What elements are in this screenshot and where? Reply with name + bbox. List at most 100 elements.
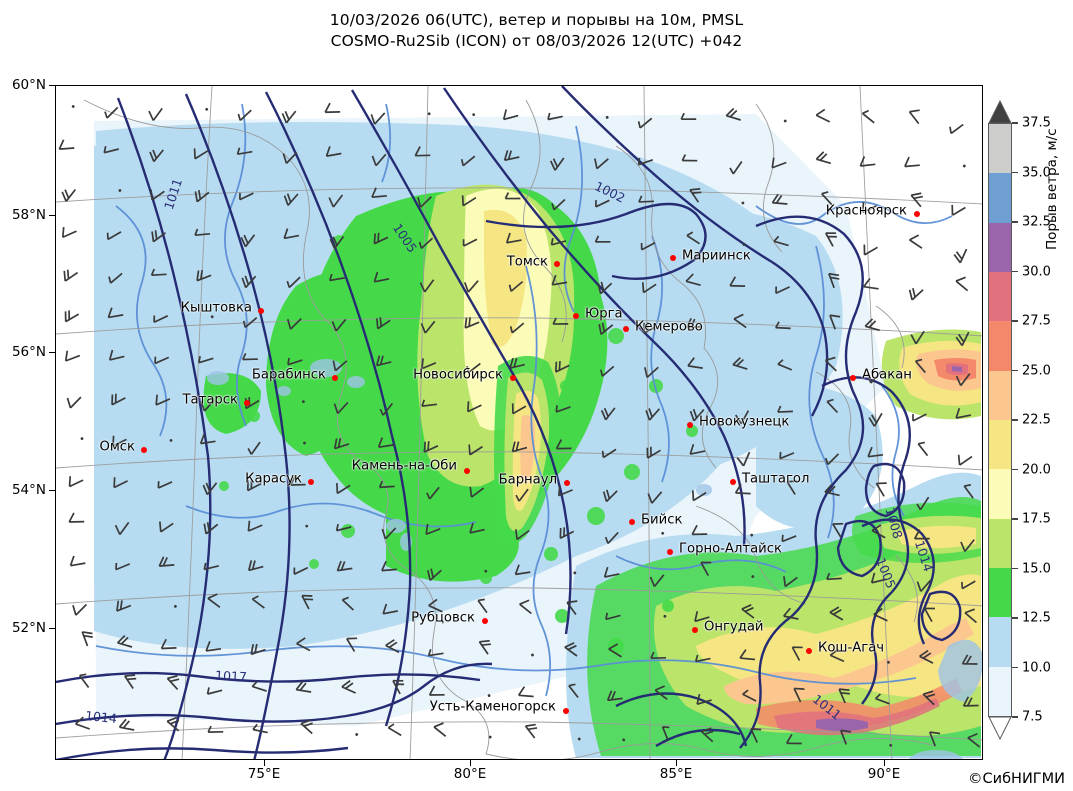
city-marker[interactable]	[914, 211, 920, 217]
wind-barb	[370, 112, 386, 125]
wind-barb	[960, 539, 975, 552]
wind-barb	[425, 523, 441, 536]
longitude-tick	[676, 760, 677, 766]
city-marker[interactable]	[510, 375, 516, 381]
city-marker[interactable]	[244, 400, 250, 406]
wind-barb	[736, 451, 751, 467]
wind-barb	[487, 694, 491, 697]
wind-barb	[246, 479, 262, 492]
gust-band-20	[484, 209, 527, 348]
wind-barb	[694, 654, 711, 663]
wind-barb	[577, 737, 581, 741]
city-marker[interactable]	[850, 375, 856, 381]
wind-barb	[511, 403, 527, 415]
wind-barb	[332, 360, 348, 372]
city-label: Новосибирск	[413, 367, 503, 383]
wind-barb	[239, 192, 254, 201]
wind-barb	[428, 685, 445, 696]
city-marker[interactable]	[308, 479, 314, 485]
wind-barb	[64, 350, 81, 362]
wind-barb	[382, 603, 399, 615]
wind-barb	[594, 158, 609, 170]
colorbar-tick-label: 15.0	[1022, 561, 1051, 576]
wind-barb	[783, 576, 798, 588]
wind-barb	[469, 522, 485, 534]
wind-barb	[478, 639, 491, 655]
wind-barb	[910, 192, 923, 208]
city-marker[interactable]	[563, 708, 569, 714]
wind-barb	[742, 689, 757, 702]
wind-barb	[689, 408, 705, 422]
city-label: Абакан	[862, 367, 912, 383]
wind-barb	[555, 439, 572, 450]
colorbar-tick	[1012, 567, 1018, 570]
wind-barb	[889, 743, 893, 747]
wind-barb	[286, 276, 301, 289]
wind-barb	[519, 599, 532, 615]
city-marker[interactable]	[806, 648, 812, 654]
wind-barb	[154, 356, 170, 365]
wind-barb	[155, 394, 171, 406]
city-marker[interactable]	[332, 375, 338, 381]
wind-barb	[505, 232, 522, 244]
wind-barb	[66, 396, 82, 409]
wind-barb	[638, 195, 654, 203]
city-marker[interactable]	[687, 422, 693, 428]
wind-barb	[303, 441, 306, 445]
wind-barb	[158, 556, 175, 567]
wind-barb	[961, 580, 976, 590]
city-marker[interactable]	[482, 618, 488, 624]
longitude-tick	[470, 760, 471, 766]
city-marker[interactable]	[573, 313, 579, 319]
latitude-tick-label: 52°N	[11, 620, 46, 636]
city-marker[interactable]	[564, 480, 570, 486]
wind-barb	[649, 574, 665, 588]
wind-barb	[464, 317, 480, 329]
wind-barb	[873, 607, 888, 622]
wind-barb	[68, 512, 85, 523]
wind-barb	[916, 579, 932, 592]
wind-barb	[640, 242, 656, 251]
wind-barb	[643, 321, 658, 334]
gust-speckle	[214, 229, 698, 654]
wind-barb	[236, 147, 253, 156]
wind-barb	[554, 360, 570, 373]
city-marker[interactable]	[629, 519, 635, 525]
wind-barb	[551, 274, 568, 286]
wind-barb	[750, 533, 754, 537]
city-label: Бийск	[641, 512, 683, 528]
wind-barb	[962, 164, 966, 168]
wind-barb	[597, 281, 613, 295]
wind-barb	[242, 317, 258, 329]
wind-barb	[150, 268, 167, 277]
wind-barb	[206, 687, 223, 695]
city-label: Карасук	[245, 471, 302, 487]
colorbar[interactable]	[988, 123, 1012, 717]
wind-barb	[71, 105, 75, 108]
city-marker[interactable]	[258, 308, 264, 314]
city-marker[interactable]	[554, 261, 560, 267]
city-marker[interactable]	[692, 627, 698, 633]
wind-barb	[286, 317, 302, 330]
wind-barb	[961, 654, 978, 665]
city-marker[interactable]	[464, 468, 470, 474]
city-marker[interactable]	[623, 326, 629, 332]
wind-barb	[870, 572, 887, 584]
pmsl-isobars	[56, 86, 962, 759]
latitude-tick-label: 56°N	[11, 344, 46, 360]
wind-barb	[917, 441, 929, 457]
city-marker[interactable]	[730, 479, 736, 485]
wind-barb	[427, 648, 444, 657]
city-label: Барнаул	[498, 472, 557, 488]
wind-barb	[729, 161, 743, 175]
wind-barb	[166, 675, 180, 690]
wind-barb	[825, 232, 837, 247]
lakes	[207, 359, 982, 759]
city-marker[interactable]	[667, 549, 673, 555]
colorbar-tick-label: 35.0	[1022, 165, 1051, 180]
city-marker[interactable]	[670, 255, 676, 261]
city-marker[interactable]	[141, 447, 147, 453]
weather-map[interactable]: wind barbs 10m Красноярск Томск Мариинск Кы…	[55, 85, 983, 760]
city-label: Юрга	[585, 306, 623, 322]
wind-barb	[828, 272, 840, 289]
